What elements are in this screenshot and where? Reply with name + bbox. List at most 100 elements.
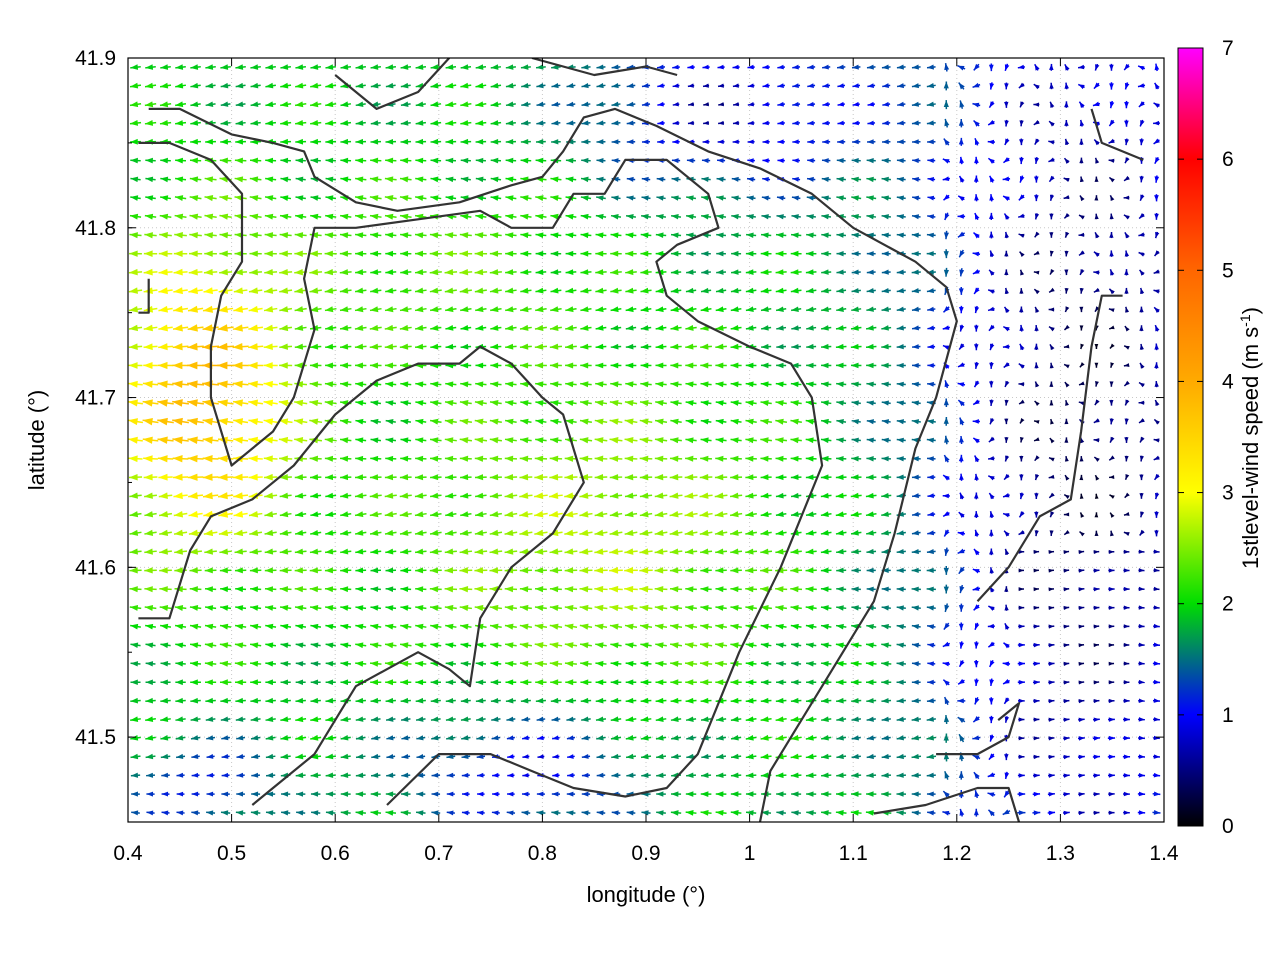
wind-vector-head (685, 344, 693, 350)
wind-vector-head (670, 325, 678, 331)
wind-vector-head (415, 642, 423, 648)
wind-vector-head (1155, 493, 1159, 499)
wind-vector-head (565, 325, 573, 331)
wind-vector-head (264, 343, 273, 350)
wind-vector-head (882, 735, 889, 740)
wind-vector-head (370, 344, 378, 350)
wind-vector-head (1004, 251, 1008, 257)
wind-vector-head (355, 269, 363, 275)
wind-vector-head (430, 511, 438, 517)
wind-vector-head (474, 567, 483, 573)
wind-vector-head (731, 269, 739, 275)
wind-vector-head (625, 511, 634, 517)
wind-vector-head (385, 679, 393, 685)
wind-vector-head (520, 325, 528, 331)
wind-vector-head (295, 474, 303, 480)
wind-vector-head (386, 791, 393, 796)
wind-vector-head (640, 642, 648, 648)
wind-vector-head (1139, 252, 1145, 256)
wind-vector-head (760, 419, 768, 425)
wind-vector-head (610, 251, 618, 257)
wind-vector-head (145, 735, 153, 741)
wind-vector-head (175, 214, 184, 220)
wind-vector-head (325, 306, 333, 312)
wind-vector-head (294, 288, 303, 294)
wind-vector-head (943, 642, 950, 647)
wind-vector-head (460, 306, 468, 312)
wind-vector-head (610, 530, 619, 536)
wind-vector-head (958, 196, 964, 201)
wind-vector-head (1109, 308, 1115, 312)
wind-vector-head (1094, 252, 1100, 257)
wind-vector-head (415, 474, 423, 480)
wind-vector-head (1109, 455, 1115, 460)
wind-vector-head (1079, 158, 1083, 164)
wind-vector-head (430, 195, 438, 201)
wind-vector-head (581, 717, 588, 722)
wind-vector-head (685, 456, 693, 462)
wind-vector-head (594, 586, 603, 593)
wind-vector-head (370, 474, 378, 480)
wind-vector-head (129, 343, 138, 350)
wind-vector-head (670, 400, 678, 406)
wind-vector-head (640, 288, 648, 294)
wind-vector-head (1049, 214, 1053, 220)
wind-vector-head (852, 587, 859, 592)
wind-vector-head (685, 642, 694, 648)
wind-vector-head (550, 362, 558, 368)
wind-vector-head (686, 419, 694, 425)
wind-vector-head (566, 214, 574, 220)
wind-vector-head (807, 196, 814, 201)
wind-vector-head (190, 567, 198, 573)
wind-vector-head (881, 363, 888, 368)
wind-vector-head (960, 660, 965, 667)
wind-vector-head (490, 511, 499, 517)
wind-vector-head (475, 511, 483, 517)
wind-vector-head (341, 735, 349, 741)
wind-vector-head (1125, 157, 1130, 163)
wind-vector-head (866, 344, 874, 350)
wind-vector-head (866, 363, 873, 369)
wind-vector-head (176, 735, 184, 740)
wind-vector-head (580, 437, 589, 443)
wind-vector-head (975, 213, 980, 220)
wind-vector-head (655, 624, 664, 630)
wind-vector-head (1140, 195, 1144, 201)
wind-vector-head (685, 567, 693, 573)
wind-vector-head (1079, 250, 1085, 255)
wind-vector-head (550, 456, 558, 462)
wind-vector-head (340, 567, 348, 573)
wind-vector-head (310, 456, 318, 462)
wind-vector-head (505, 269, 513, 275)
wind-vector-head (762, 158, 768, 163)
wind-vector-head (1154, 419, 1160, 424)
wind-vector-head (385, 306, 393, 312)
wind-vector-head (311, 643, 319, 648)
wind-vector-head (565, 344, 573, 350)
wind-vector-head (1049, 327, 1055, 332)
wind-vector-head (175, 642, 183, 648)
wind-vector-head (1019, 755, 1025, 759)
wind-vector-head (1020, 270, 1024, 276)
wind-vector-head (762, 196, 769, 201)
wind-vector-head (565, 679, 573, 685)
wind-vector-head (944, 436, 949, 443)
wind-vector-head (445, 586, 454, 592)
wind-vector-head (325, 474, 333, 480)
wind-vector-head (912, 363, 919, 368)
wind-vector-head (806, 419, 814, 425)
wind-vector-head (415, 344, 423, 350)
wind-vector-head (821, 344, 829, 350)
wind-vector-head (446, 679, 453, 685)
wind-vector-head (867, 158, 874, 163)
wind-vector-head (158, 306, 168, 313)
wind-vector-head (1094, 195, 1098, 200)
wind-vector-head (927, 344, 933, 349)
wind-vector-head (1124, 624, 1130, 628)
wind-vector-head (821, 530, 829, 536)
wind-vector-head (520, 344, 528, 350)
wind-vector-head (535, 567, 543, 573)
wind-vector-head (490, 344, 498, 350)
wind-vector-head (851, 773, 858, 778)
wind-vector-head (685, 624, 694, 630)
